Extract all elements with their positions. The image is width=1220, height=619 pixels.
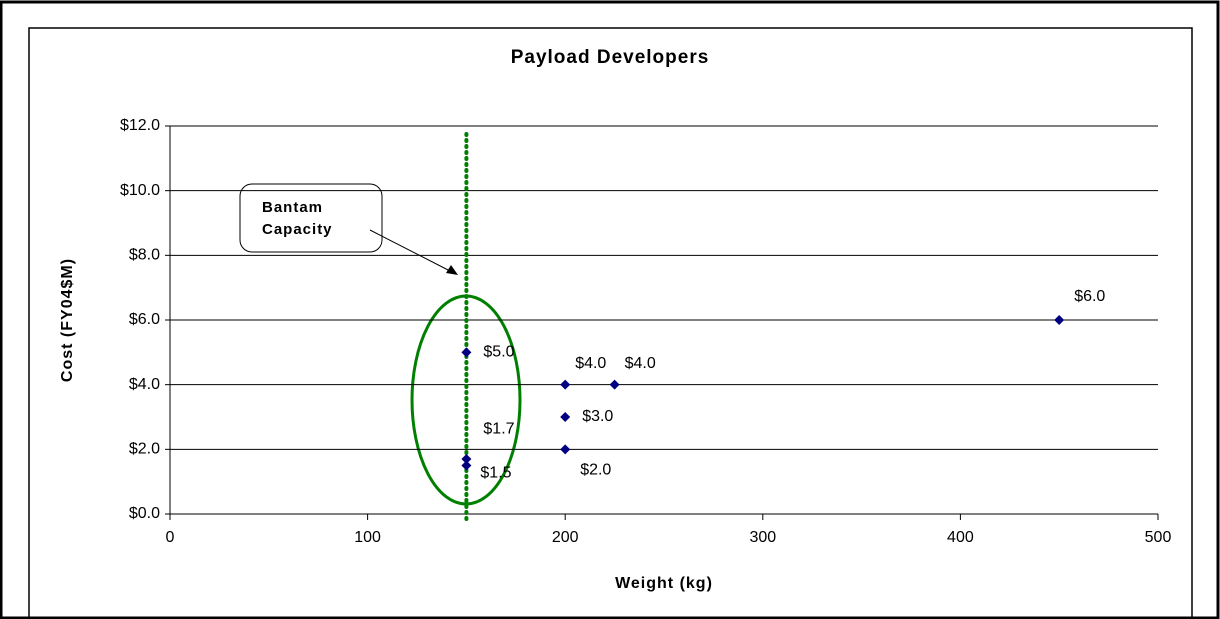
arrow-head	[446, 265, 458, 275]
data-point	[461, 454, 472, 465]
data-label: $6.0	[1074, 288, 1105, 305]
x-tick-label: 0	[166, 529, 175, 546]
data-label: $4.0	[575, 355, 606, 372]
x-tick-label: 500	[1145, 529, 1172, 546]
y-tick-label: $8.0	[129, 247, 160, 264]
data-point	[609, 379, 620, 390]
x-tick-label: 300	[749, 529, 776, 546]
callout-box	[239, 183, 383, 253]
x-tick-label: 200	[552, 529, 579, 546]
data-label: $5.0	[483, 344, 514, 361]
x-tick-label: 100	[354, 529, 381, 546]
data-label: $1.7	[483, 420, 514, 437]
x-axis-title: Weight (kg)	[615, 575, 713, 592]
data-label: $4.0	[625, 355, 656, 372]
y-tick-label: $0.0	[129, 505, 160, 522]
data-point	[560, 444, 571, 455]
data-point	[560, 379, 571, 390]
y-axis-title: Cost (FY04$M)	[59, 258, 76, 382]
y-tick-label: $2.0	[129, 441, 160, 458]
data-label: $2.0	[580, 462, 611, 479]
chart-title: Payload Developers	[511, 47, 710, 68]
data-label: $1.5	[480, 465, 511, 482]
chart-frame	[28, 27, 1193, 619]
data-point	[461, 347, 472, 358]
data-point	[1054, 315, 1065, 325]
y-tick-label: $12.0	[120, 117, 160, 134]
y-tick-label: $6.0	[129, 311, 160, 328]
data-label: $3.0	[582, 408, 613, 425]
x-tick-label: 400	[947, 529, 974, 546]
data-point	[461, 460, 472, 471]
callout-arrow	[369, 229, 453, 273]
data-point	[560, 412, 571, 422]
y-tick-label: $4.0	[129, 376, 160, 393]
annotation: Bantam	[262, 199, 323, 216]
annotation: Capacity	[262, 221, 333, 238]
y-tick-label: $10.0	[120, 182, 160, 199]
